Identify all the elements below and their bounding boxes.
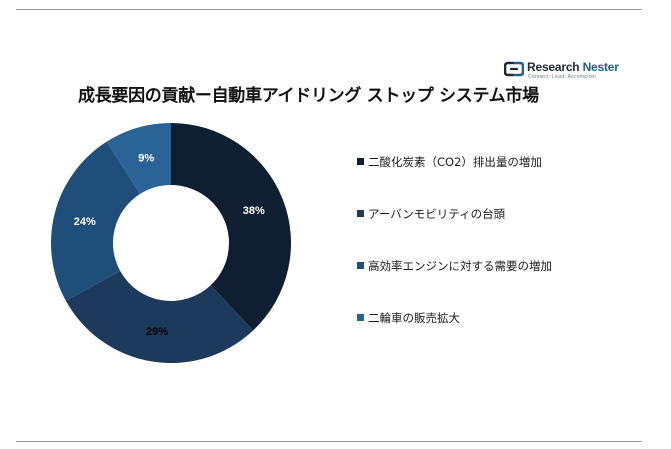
donut-slices <box>50 123 291 363</box>
donut-slice-4 <box>106 123 171 195</box>
donut-slice-1 <box>171 123 291 331</box>
donut-slice-2 <box>65 270 254 363</box>
legend-label-2: アーバンモビリティの台頭 <box>368 207 506 221</box>
legend-swatch-1 <box>357 158 364 165</box>
legend-label-1: 二酸化炭素（CO2）排出量の増加 <box>368 155 542 169</box>
logo-tagline: Connect. Lead. Accomplish <box>528 74 597 80</box>
research-nester-logo: Research Nester Connect. Lead. Accomplis… <box>504 60 620 82</box>
legend-label-3: 高効率エンジンに対する需要の増加 <box>368 259 552 273</box>
donut-data-labels: 38% 29% 24% 9% <box>74 153 265 338</box>
bottom-divider <box>16 441 642 442</box>
donut-data-label-1: 38% <box>243 205 265 217</box>
logo-name: Research Nester <box>527 60 619 74</box>
chart-title: 成長要因の貢献ー自動車アイドリング ストップ システム市場 <box>78 86 539 106</box>
legend-swatch-4 <box>357 314 364 321</box>
legend-swatch-2 <box>357 210 364 217</box>
logo-mark-icon <box>504 61 524 77</box>
donut-data-label-2: 29% <box>146 326 168 338</box>
donut-data-label-4: 9% <box>138 153 154 165</box>
logo-name-nester: Nester <box>582 60 619 74</box>
legend-label-4: 二輪車の販売拡大 <box>368 311 460 325</box>
logo-name-research: Research <box>527 60 580 74</box>
top-divider <box>16 9 642 10</box>
legend-swatch-3 <box>357 262 364 269</box>
donut-data-label-3: 24% <box>74 216 96 228</box>
donut-slice-3 <box>50 141 140 301</box>
